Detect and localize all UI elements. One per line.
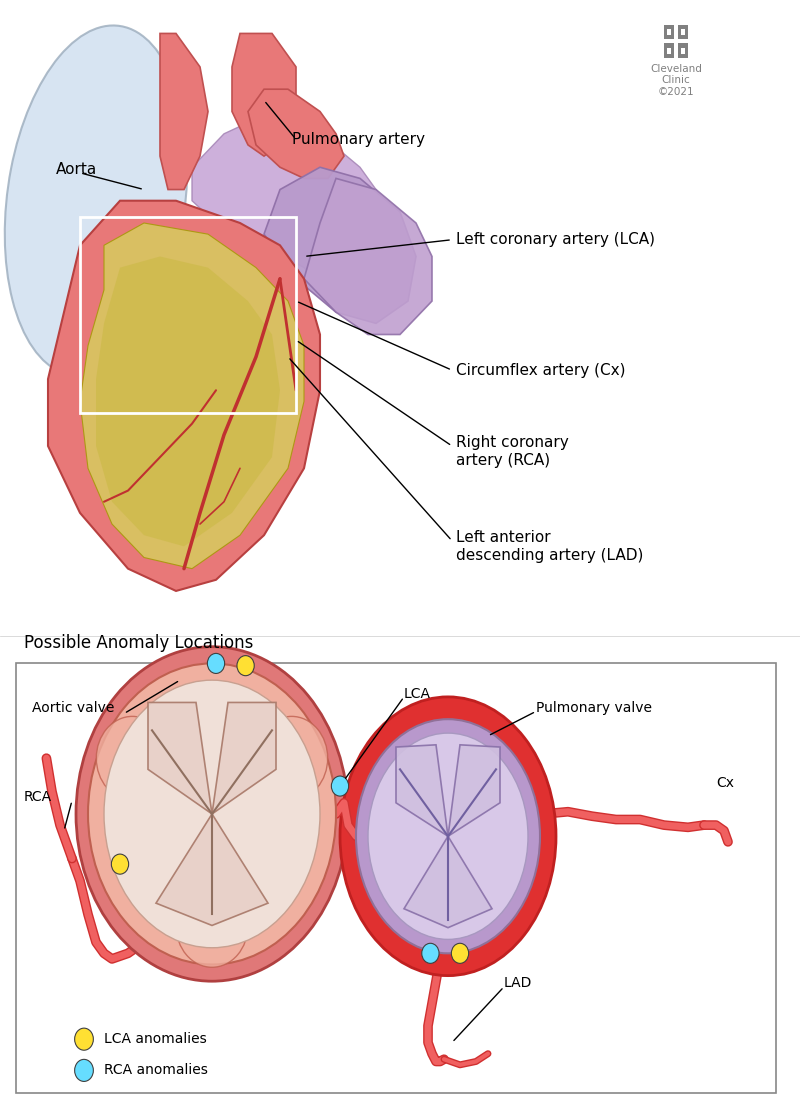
Ellipse shape [207,653,225,673]
Text: Cleveland
Clinic
©2021: Cleveland Clinic ©2021 [650,64,702,97]
FancyBboxPatch shape [16,663,776,1093]
Ellipse shape [176,883,248,967]
Polygon shape [304,178,432,334]
Ellipse shape [88,663,336,964]
FancyBboxPatch shape [664,43,674,58]
Polygon shape [96,256,280,546]
Text: Right coronary
artery (RCA): Right coronary artery (RCA) [456,435,569,468]
Text: Left coronary artery (LCA): Left coronary artery (LCA) [456,232,655,248]
Text: Circumflex artery (Cx): Circumflex artery (Cx) [456,362,626,378]
Text: LAD: LAD [504,977,532,990]
Text: LCA: LCA [404,687,431,700]
FancyBboxPatch shape [681,48,685,54]
Ellipse shape [104,680,320,948]
Ellipse shape [356,719,540,953]
Polygon shape [396,745,448,836]
Ellipse shape [256,716,328,801]
Text: Pulmonary valve: Pulmonary valve [536,701,652,715]
Ellipse shape [340,697,556,976]
Text: RCA anomalies: RCA anomalies [104,1064,208,1077]
Polygon shape [404,836,492,928]
Ellipse shape [74,1028,94,1050]
Polygon shape [48,201,320,591]
FancyBboxPatch shape [678,25,688,39]
Ellipse shape [368,734,528,939]
Polygon shape [80,223,304,569]
Polygon shape [248,89,344,178]
Text: RCA: RCA [24,791,52,804]
Text: Possible Anomaly Locations: Possible Anomaly Locations [24,634,254,652]
Ellipse shape [111,854,129,874]
Polygon shape [232,33,296,156]
Polygon shape [448,745,500,836]
Ellipse shape [237,656,254,676]
Ellipse shape [74,1059,94,1082]
Text: Cx: Cx [716,776,734,789]
Ellipse shape [451,943,469,963]
FancyBboxPatch shape [667,29,671,35]
FancyBboxPatch shape [681,29,685,35]
Polygon shape [264,167,416,323]
Ellipse shape [422,943,439,963]
Ellipse shape [96,716,168,801]
FancyBboxPatch shape [678,43,688,58]
Polygon shape [148,702,212,814]
Text: Aortic valve: Aortic valve [32,701,114,715]
Ellipse shape [331,776,349,796]
Polygon shape [192,112,400,312]
Polygon shape [156,814,268,925]
FancyBboxPatch shape [667,48,671,54]
Text: Left anterior
descending artery (LAD): Left anterior descending artery (LAD) [456,530,643,563]
Text: Pulmonary artery: Pulmonary artery [292,132,425,147]
FancyBboxPatch shape [664,25,674,39]
Ellipse shape [76,647,348,981]
Ellipse shape [5,26,187,376]
Polygon shape [160,33,208,190]
Text: LCA anomalies: LCA anomalies [104,1032,206,1046]
Text: Aorta: Aorta [56,162,98,177]
FancyBboxPatch shape [0,0,800,636]
Polygon shape [212,702,276,814]
